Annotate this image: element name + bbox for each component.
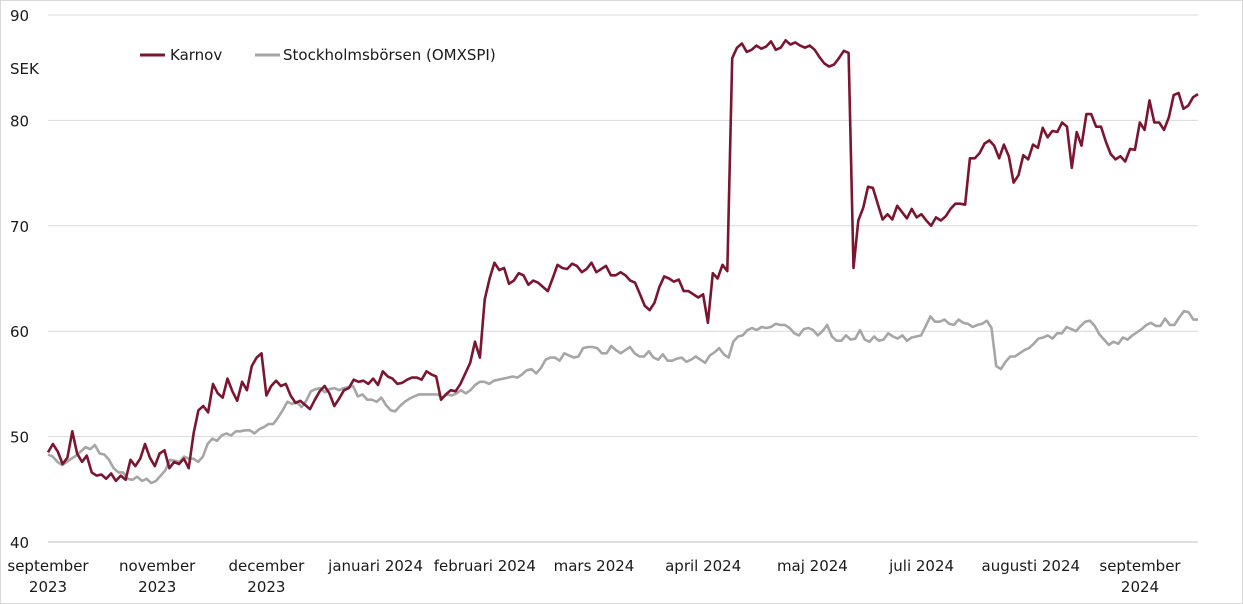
legend-label-karnov: Karnov — [170, 46, 222, 64]
y-tick-label: 40 — [10, 534, 29, 552]
x-tick-label: 2023 — [247, 578, 285, 596]
x-tick-label: december — [229, 557, 306, 575]
y-tick-label: 70 — [10, 218, 29, 236]
x-tick-label: februari 2024 — [434, 557, 536, 575]
x-tick-label: 2023 — [29, 578, 67, 596]
x-tick-label: augusti 2024 — [982, 557, 1081, 575]
y-tick-label: 80 — [10, 112, 29, 130]
y-tick-labels: 40 50 60 70 80 90 — [10, 7, 29, 552]
legend: Karnov Stockholmsbörsen (OMXSPI) — [140, 46, 496, 64]
x-tick-label: mars 2024 — [554, 557, 635, 575]
series-lines — [46, 38, 1199, 485]
series-line-omxspi — [47, 309, 1198, 485]
x-tick-label: 2023 — [138, 578, 176, 596]
x-tick-label: januari 2024 — [327, 557, 423, 575]
x-tick-label: september — [1099, 557, 1181, 575]
y-tick-label: 90 — [10, 7, 29, 25]
x-tick-label: 2024 — [1121, 578, 1159, 596]
gridlines — [48, 14, 1198, 438]
x-tick-labels: september 2023 november 2023 december 2023 jan… — [7, 557, 1181, 596]
y-tick-label: 60 — [10, 323, 29, 341]
y-tick-label: 50 — [10, 429, 29, 447]
x-tick-label: april 2024 — [665, 557, 741, 575]
x-tick-label: september — [7, 557, 89, 575]
series-line-karnov — [46, 38, 1199, 483]
x-tick-label: juli 2024 — [888, 557, 954, 575]
x-tick-label: november — [119, 557, 196, 575]
y-axis-label: SEK — [10, 60, 40, 78]
legend-label-omxspi: Stockholmsbörsen (OMXSPI) — [283, 46, 496, 64]
x-tick-label: maj 2024 — [777, 557, 848, 575]
